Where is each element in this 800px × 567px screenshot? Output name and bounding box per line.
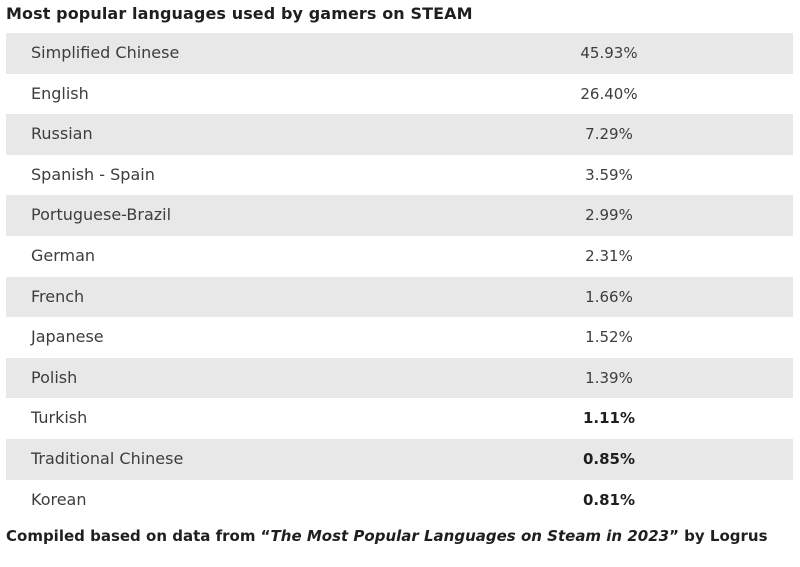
share-cell: 0.81% bbox=[582, 490, 636, 509]
share-cell: 3.59% bbox=[585, 165, 633, 184]
table-row: French 1.66% bbox=[6, 276, 793, 318]
language-cell: Portuguese-Brazil bbox=[31, 205, 172, 225]
language-cell: French bbox=[31, 286, 85, 306]
table-title: Most popular languages used by gamers on… bbox=[6, 4, 473, 23]
language-cell: English bbox=[31, 83, 89, 103]
share-cell: 1.39% bbox=[585, 368, 633, 387]
share-cell: 26.40% bbox=[580, 84, 638, 103]
table-row: Simplified Chinese 45.93% bbox=[6, 33, 793, 74]
language-cell: Polish bbox=[31, 367, 78, 387]
languages-table: Simplified Chinese 45.93% English 26.40% Rus… bbox=[6, 33, 793, 520]
table-row: Turkish 1.11% bbox=[6, 398, 793, 439]
share-cell: 0.85% bbox=[582, 449, 636, 468]
language-cell: Spanish - Spain bbox=[31, 164, 155, 184]
table-row: Polish 1.39% bbox=[6, 357, 793, 399]
share-cell: 1.52% bbox=[585, 328, 633, 347]
language-cell: Korean bbox=[31, 489, 87, 509]
share-cell: 2.99% bbox=[585, 206, 633, 225]
table-row: Portuguese-Brazil 2.99% bbox=[6, 195, 793, 236]
table-row: Korean 0.81% bbox=[6, 480, 793, 521]
table-row: German 2.31% bbox=[6, 236, 793, 277]
source-title: The Most Popular Languages on Steam in 2… bbox=[270, 527, 670, 545]
table-row: English 26.40% bbox=[6, 74, 793, 115]
share-cell: 2.31% bbox=[585, 246, 633, 265]
table-row: Spanish - Spain 3.59% bbox=[6, 155, 793, 196]
language-cell: Japanese bbox=[31, 327, 104, 347]
language-cell: Russian bbox=[31, 124, 93, 144]
share-cell: 1.11% bbox=[582, 409, 636, 428]
share-cell: 1.66% bbox=[585, 287, 633, 306]
language-cell: German bbox=[31, 245, 96, 265]
table-row: Japanese 1.52% bbox=[6, 317, 793, 358]
table-row: Traditional Chinese 0.85% bbox=[6, 438, 793, 480]
language-cell: Simplified Chinese bbox=[31, 43, 180, 62]
table-row: Russian 7.29% bbox=[6, 114, 793, 155]
source-note-prefix: Compiled based on data from “ bbox=[6, 527, 271, 545]
language-cell: Turkish bbox=[31, 408, 88, 428]
source-note-suffix: ” by Logrus bbox=[669, 527, 768, 545]
source-note: Compiled based on data from “The Most Po… bbox=[6, 527, 768, 545]
language-cell: Traditional Chinese bbox=[31, 448, 184, 468]
share-cell: 45.93% bbox=[580, 44, 638, 62]
share-cell: 7.29% bbox=[585, 125, 633, 144]
